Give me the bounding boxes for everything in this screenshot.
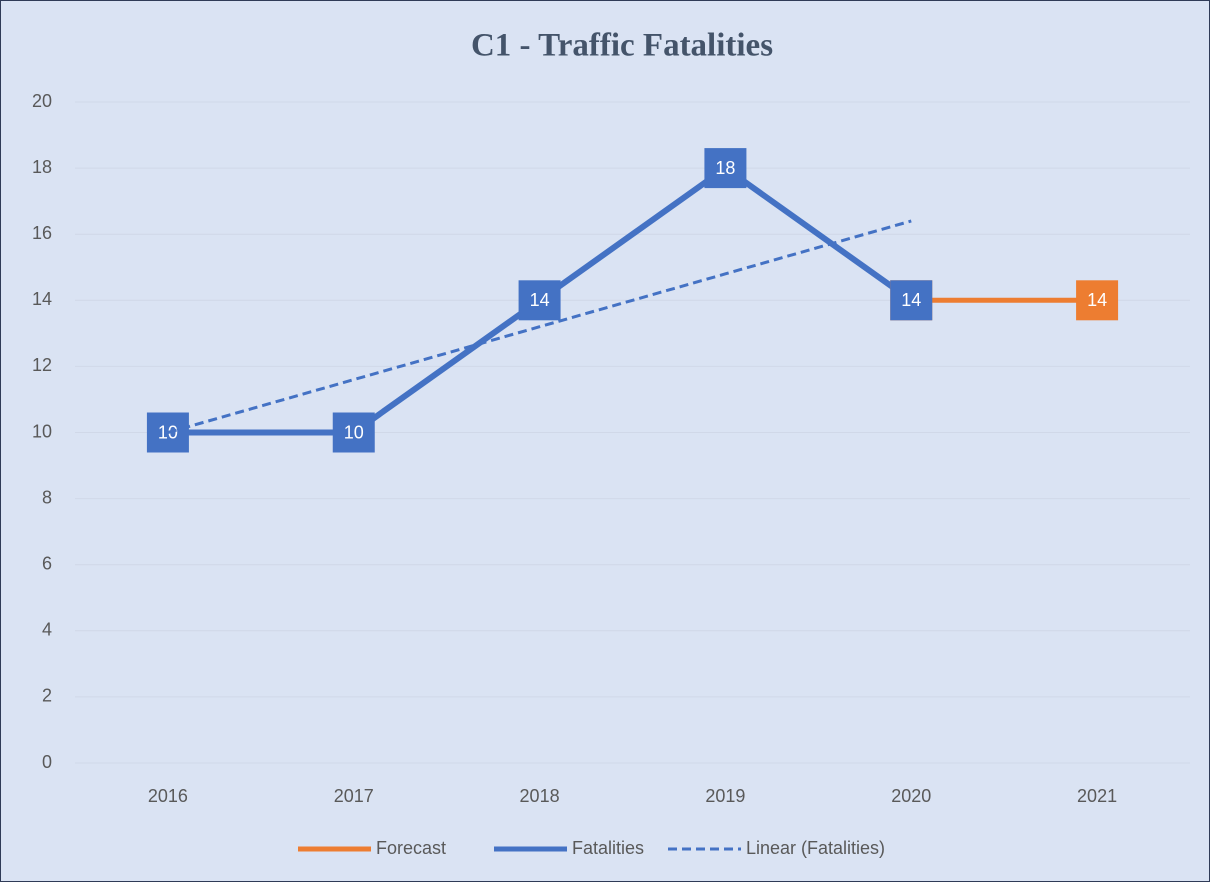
legend-label: Forecast xyxy=(376,838,446,858)
x-tick-label: 2018 xyxy=(520,786,560,806)
data-label-box xyxy=(704,148,747,189)
x-tick-label: 2017 xyxy=(334,786,374,806)
y-tick-label: 2 xyxy=(42,686,52,706)
x-tick-label: 2020 xyxy=(891,786,931,806)
y-tick-label: 6 xyxy=(42,553,52,573)
y-tick-label: 20 xyxy=(32,91,52,111)
data-label: 14 xyxy=(530,290,550,310)
y-tick-label: 18 xyxy=(32,157,52,177)
legend-label: Fatalities xyxy=(572,838,644,858)
data-label-box xyxy=(332,412,375,453)
y-tick-label: 14 xyxy=(32,289,52,309)
x-tick-label: 2016 xyxy=(148,786,188,806)
y-tick-label: 8 xyxy=(42,487,52,507)
data-label: 10 xyxy=(344,422,364,442)
y-tick-label: 16 xyxy=(32,223,52,243)
data-label: 14 xyxy=(1087,290,1107,310)
y-tick-label: 0 xyxy=(42,752,52,772)
y-tick-label: 10 xyxy=(32,421,52,441)
data-label-box xyxy=(1076,280,1119,321)
data-label: 14 xyxy=(901,290,921,310)
chart-title: C1 - Traffic Fatalities xyxy=(471,28,773,64)
series-line xyxy=(167,219,912,434)
data-label: 18 xyxy=(715,158,735,178)
data-label-box xyxy=(518,280,561,321)
x-tick-label: 2021 xyxy=(1077,786,1117,806)
x-tick-label: 2019 xyxy=(705,786,745,806)
y-tick-label: 12 xyxy=(32,355,52,375)
data-label-box xyxy=(890,280,933,321)
y-tick-label: 4 xyxy=(42,620,52,640)
legend-label: Linear (Fatalities) xyxy=(746,838,885,858)
